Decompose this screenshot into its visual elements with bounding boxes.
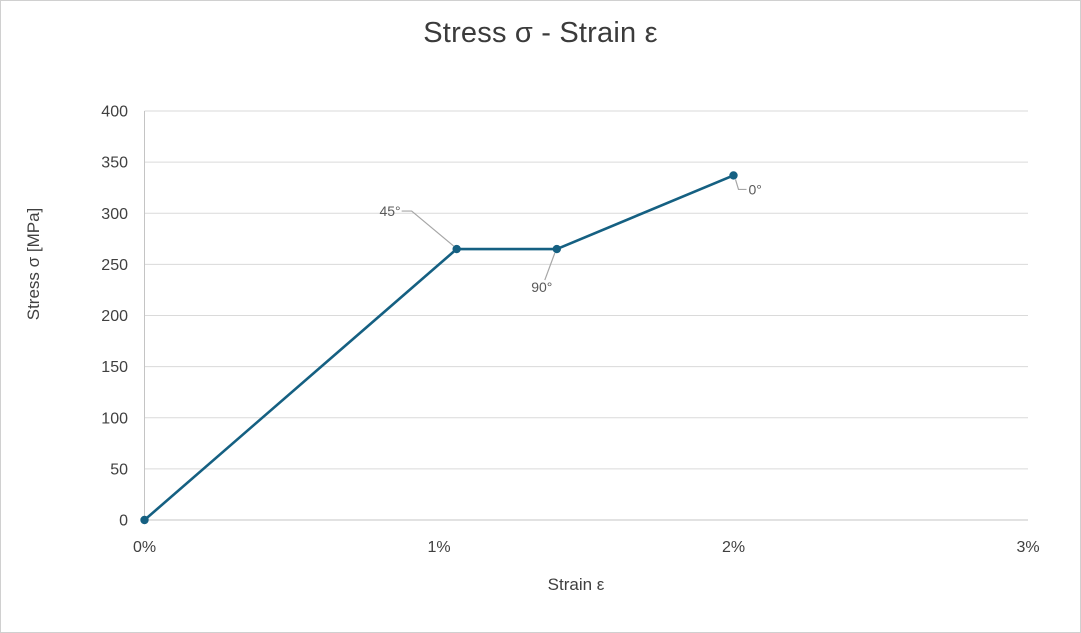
y-axis-title: Stress σ [MPa]: [24, 207, 43, 321]
x-tick-label: 0%: [133, 539, 156, 556]
y-tick-label: 50: [110, 461, 128, 478]
y-tick-label: 400: [101, 104, 128, 121]
y-tick-label: 300: [101, 206, 128, 223]
y-tick-label: 200: [101, 308, 128, 325]
y-tick-label: 150: [101, 359, 128, 376]
y-tick-label: 0: [119, 513, 128, 530]
series-line: [143, 174, 734, 521]
x-tick-label: 2%: [722, 539, 745, 556]
data-point-marker: [140, 515, 149, 525]
y-tick-label: 350: [101, 155, 128, 172]
x-axis-title: Strain ε: [547, 575, 605, 594]
annotation-label: 45°: [379, 203, 400, 219]
x-tick-label: 1%: [427, 539, 450, 556]
y-tick-label: 100: [101, 410, 128, 427]
y-tick-label: 250: [101, 257, 128, 274]
data-point-marker: [729, 171, 738, 180]
annotation-leader-line: [544, 252, 556, 281]
data-point-marker: [552, 244, 561, 254]
annotation-leader-line: [734, 179, 747, 191]
data-point-marker: [452, 244, 461, 254]
annotation-leader-line: [401, 210, 455, 247]
x-tick-label: 3%: [1016, 539, 1039, 556]
chart-title: Stress σ - Strain ε: [423, 17, 658, 49]
annotation-label: 90°: [531, 279, 552, 295]
annotation-label: 0°: [749, 181, 762, 197]
